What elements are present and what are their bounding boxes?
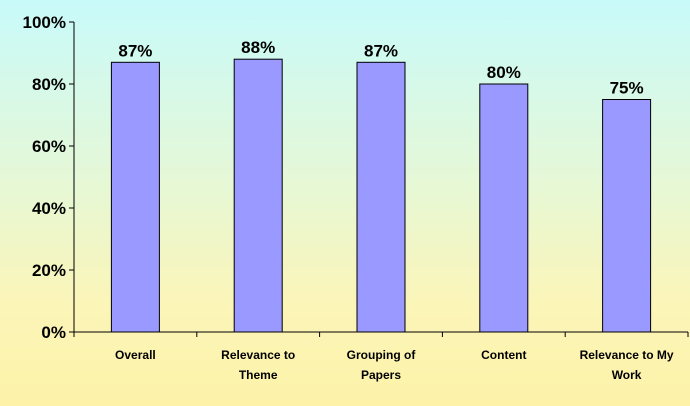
y-tick-label: 40% — [32, 199, 66, 218]
data-label: 88% — [241, 38, 275, 57]
bar — [356, 61, 406, 333]
x-category-label-line: Relevance to — [221, 348, 295, 362]
x-category-label: Content — [481, 348, 526, 362]
x-category-label-line: Papers — [361, 368, 401, 382]
x-category-label-line: Grouping of — [347, 348, 417, 362]
x-category-label: Grouping of Papers — [347, 348, 417, 382]
bar — [233, 58, 283, 333]
x-category-label-line: Overall — [115, 348, 156, 362]
y-tick-label: 100% — [23, 13, 66, 32]
bar — [602, 99, 652, 333]
y-tick-label: 80% — [32, 75, 66, 94]
y-tick-label: 0% — [41, 323, 66, 342]
data-label: 80% — [487, 63, 521, 82]
y-tick-label: 60% — [32, 137, 66, 156]
bar — [110, 61, 160, 333]
data-label: 87% — [118, 41, 152, 60]
data-label: 75% — [610, 79, 644, 98]
x-category-label: Relevance to Theme — [221, 348, 295, 382]
x-category-label-line: Theme — [239, 368, 278, 382]
x-category-label: Overall — [115, 348, 156, 362]
bar — [479, 83, 529, 333]
y-tick-label: 20% — [32, 261, 66, 280]
x-category-label-line: Relevance to My — [580, 348, 674, 362]
x-category-label-line: Content — [481, 348, 526, 362]
x-category-label-line: Work — [612, 368, 642, 382]
data-label: 87% — [364, 41, 398, 60]
x-category-label: Relevance to My Work — [580, 348, 674, 382]
